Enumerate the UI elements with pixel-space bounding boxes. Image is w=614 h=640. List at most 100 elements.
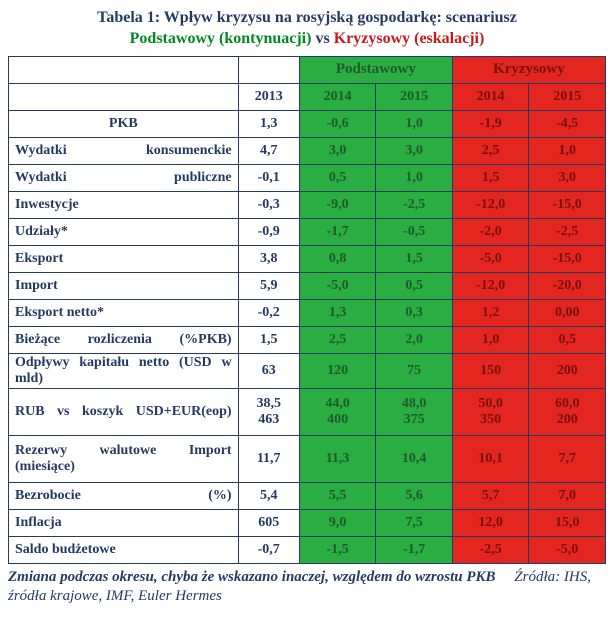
data-cell: 1,3 — [299, 299, 376, 326]
data-cell: 1,0 — [376, 110, 453, 137]
table-row: Wydatki konsumenckie4,73,03,02,51,0 — [9, 137, 606, 164]
row-label: Bieżące rozliczenia (%PKB) — [9, 326, 239, 353]
data-cell: -0,7 — [238, 536, 299, 563]
data-cell: 120 — [299, 353, 376, 388]
data-cell: -0,3 — [238, 191, 299, 218]
data-cell: 0,5 — [299, 164, 376, 191]
title-base-scenario: Podstawowy (kontynuacji) — [130, 30, 312, 47]
data-cell: -20,0 — [529, 272, 606, 299]
title-prefix: Tabela 1: Wpływ kryzysu na rosyjską gosp… — [97, 9, 517, 26]
header-crisis: Kryzysowy — [452, 56, 605, 83]
data-cell: -0,2 — [238, 299, 299, 326]
data-cell: 5,6 — [376, 482, 453, 509]
row-label: Rezerwy walutowe Import (miesiące) — [9, 435, 239, 482]
table-row: Inflacja6059,07,512,015,0 — [9, 509, 606, 536]
header-base: Podstawowy — [299, 56, 452, 83]
data-cell: -1,7 — [376, 536, 453, 563]
data-cell: 1,5 — [376, 245, 453, 272]
row-label: PKB — [9, 110, 239, 137]
table-row: PKB1,3-0,61,0-1,9-4,5 — [9, 110, 606, 137]
data-cell: 1,0 — [376, 164, 453, 191]
data-cell: 7,7 — [529, 435, 606, 482]
table-title: Tabela 1: Wpływ kryzysu na rosyjską gosp… — [8, 8, 606, 50]
data-cell: 10,4 — [376, 435, 453, 482]
data-cell: 1,2 — [452, 299, 529, 326]
footnote-main: Zmiana podczas okresu, chyba że wskazano… — [8, 569, 496, 585]
table-row: Bezrobocie (%)5,45,55,65,77,0 — [9, 482, 606, 509]
data-cell: 5,9 — [238, 272, 299, 299]
table-row: Bieżące rozliczenia (%PKB)1,52,52,01,00,… — [9, 326, 606, 353]
data-cell: 1,3 — [238, 110, 299, 137]
data-cell: -4,5 — [529, 110, 606, 137]
data-cell: -9,0 — [299, 191, 376, 218]
data-cell: 3,0 — [299, 137, 376, 164]
data-cell: 0,3 — [376, 299, 453, 326]
row-label: Eksport netto* — [9, 299, 239, 326]
data-cell: -0,1 — [238, 164, 299, 191]
data-cell: 3,0 — [529, 164, 606, 191]
table-row: Odpływy kapitału netto (USD w mld)631207… — [9, 353, 606, 388]
table-row: Udziały*-0,9-1,7-0,5-2,0-2,5 — [9, 218, 606, 245]
row-label: RUB vs koszyk USD+EUR(eop) — [9, 388, 239, 435]
data-cell: 3,0 — [376, 137, 453, 164]
data-cell: 7,0 — [529, 482, 606, 509]
data-cell: -15,0 — [529, 191, 606, 218]
table-row: Eksport3,80,81,5-5,0-15,0 — [9, 245, 606, 272]
data-cell: -2,0 — [452, 218, 529, 245]
data-cell: -0,9 — [238, 218, 299, 245]
data-cell: 7,5 — [376, 509, 453, 536]
data-cell: 75 — [376, 353, 453, 388]
data-cell: -0,6 — [299, 110, 376, 137]
table-row: Eksport netto*-0,21,30,31,20,00 — [9, 299, 606, 326]
row-label: Inflacja — [9, 509, 239, 536]
data-cell: -2,5 — [452, 536, 529, 563]
data-cell: 0,00 — [529, 299, 606, 326]
data-cell: -1,7 — [299, 218, 376, 245]
table-row: Import5,9-5,00,5-12,0-20,0 — [9, 272, 606, 299]
data-cell: -2,5 — [376, 191, 453, 218]
row-label: Udziały* — [9, 218, 239, 245]
data-cell: 10,1 — [452, 435, 529, 482]
data-cell: 60,0200 — [529, 388, 606, 435]
row-label: Wydatki publiczne — [9, 164, 239, 191]
data-cell: -5,0 — [529, 536, 606, 563]
data-cell: 11,3 — [299, 435, 376, 482]
data-cell: -1,5 — [299, 536, 376, 563]
data-cell: -2,5 — [529, 218, 606, 245]
data-cell: -1,9 — [452, 110, 529, 137]
table-row: Saldo budżetowe-0,7-1,5-1,7-2,5-5,0 — [9, 536, 606, 563]
row-label: Bezrobocie (%) — [9, 482, 239, 509]
data-cell: 38,5463 — [238, 388, 299, 435]
data-cell: 50,0350 — [452, 388, 529, 435]
row-label: Wydatki konsumenckie — [9, 137, 239, 164]
data-cell: 63 — [238, 353, 299, 388]
data-cell: 0,5 — [376, 272, 453, 299]
data-cell: -15,0 — [529, 245, 606, 272]
data-cell: 5,5 — [299, 482, 376, 509]
data-cell: -12,0 — [452, 191, 529, 218]
row-label: Eksport — [9, 245, 239, 272]
data-cell: 605 — [238, 509, 299, 536]
economy-table: PodstawowyKryzysowy20132014201520142015P… — [8, 56, 606, 564]
data-cell: 1,5 — [238, 326, 299, 353]
title-vs: vs — [311, 30, 333, 47]
data-cell: 2,0 — [376, 326, 453, 353]
data-cell: 5,7 — [452, 482, 529, 509]
row-label: Saldo budżetowe — [9, 536, 239, 563]
data-cell: 4,7 — [238, 137, 299, 164]
row-label: Import — [9, 272, 239, 299]
data-cell: -12,0 — [452, 272, 529, 299]
data-cell: 48,0375 — [376, 388, 453, 435]
data-cell: 5,4 — [238, 482, 299, 509]
data-cell: 2,5 — [299, 326, 376, 353]
row-label: Inwestycje — [9, 191, 239, 218]
data-cell: 12,0 — [452, 509, 529, 536]
table-row: Inwestycje-0,3-9,0-2,5-12,0-15,0 — [9, 191, 606, 218]
row-label: Odpływy kapitału netto (USD w mld) — [9, 353, 239, 388]
data-cell: 9,0 — [299, 509, 376, 536]
data-cell: -5,0 — [452, 245, 529, 272]
data-cell: 2,5 — [452, 137, 529, 164]
header-2013: 2013 — [238, 83, 299, 110]
data-cell: 200 — [529, 353, 606, 388]
table-row: RUB vs koszyk USD+EUR(eop)38,546344,0400… — [9, 388, 606, 435]
